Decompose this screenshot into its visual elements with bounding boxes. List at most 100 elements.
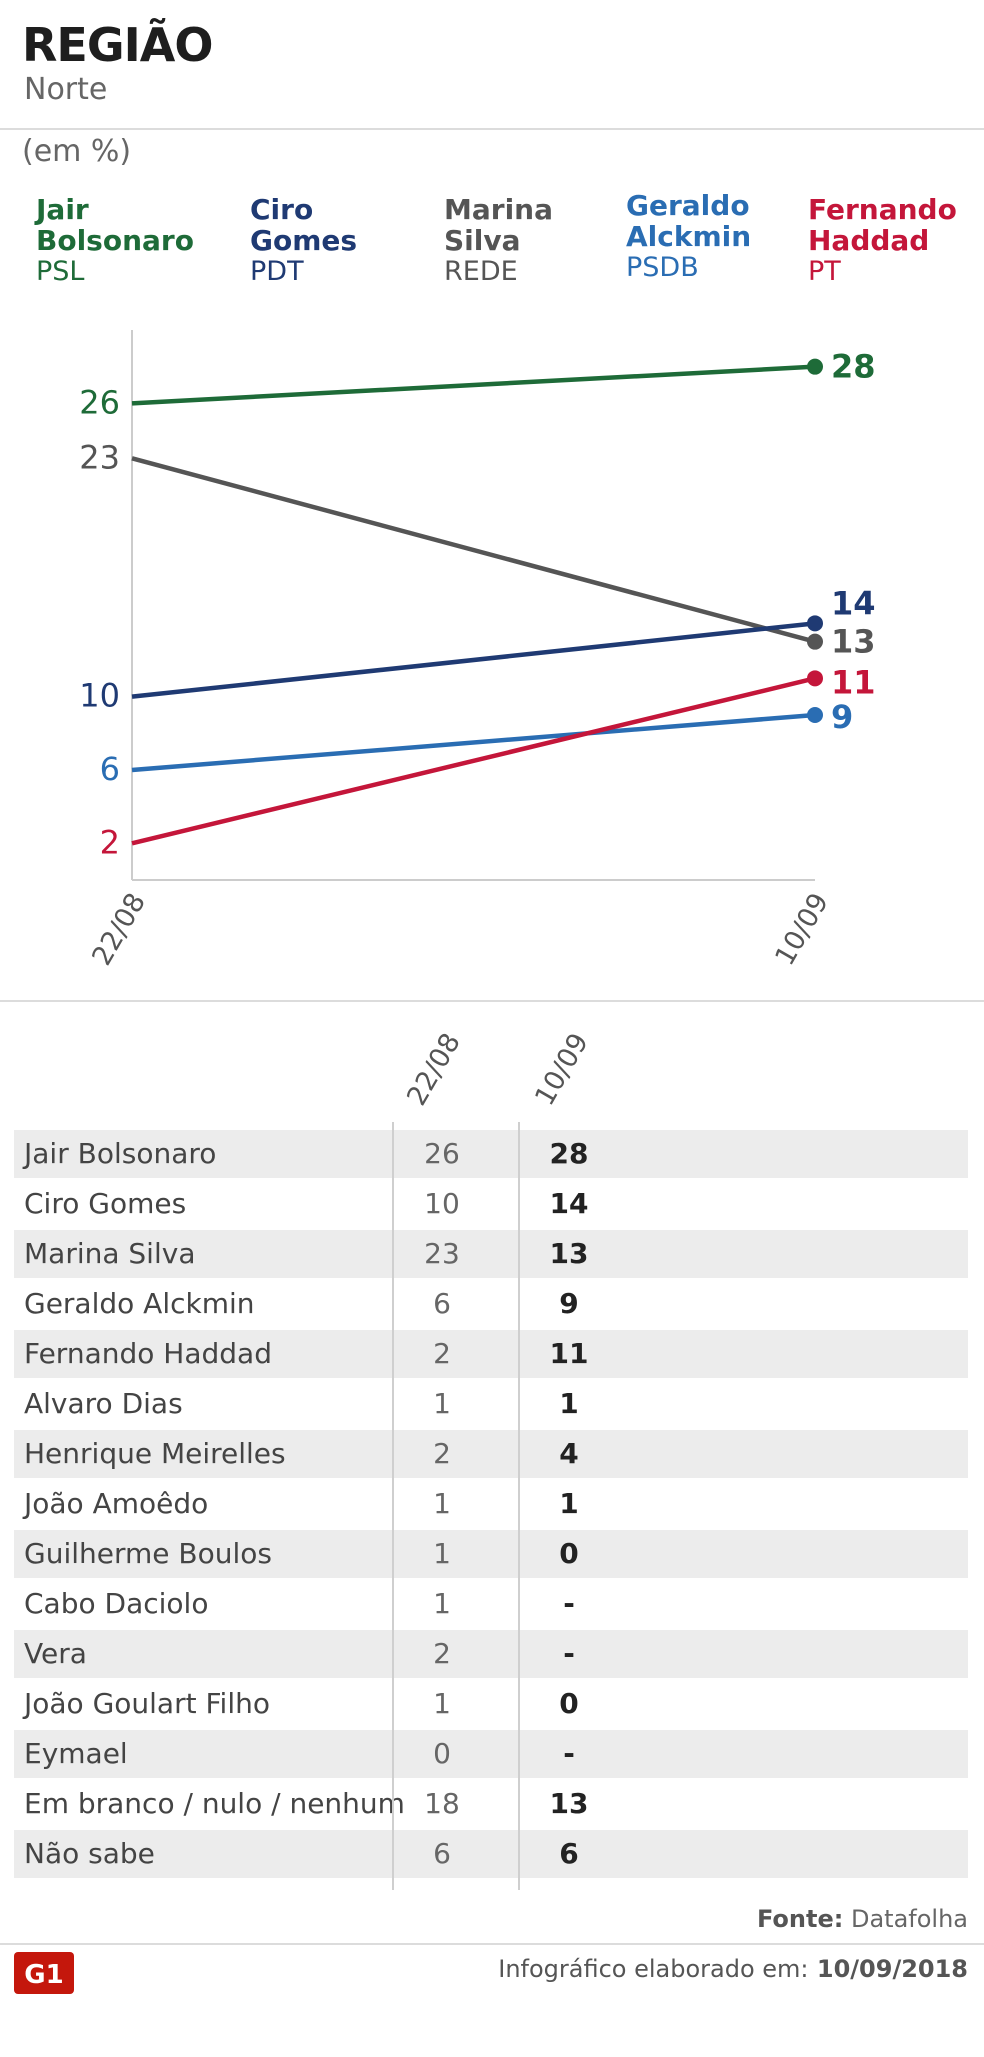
- row-name: Guilherme Boulos: [24, 1537, 272, 1570]
- legend-first-name: Jair: [36, 193, 89, 226]
- row-value-1009: 0: [559, 1537, 579, 1570]
- g1-logo-icon: G1: [14, 1952, 74, 1994]
- row-value-1009: 14: [549, 1187, 589, 1220]
- row-value-1009: 13: [549, 1237, 589, 1270]
- row-value-1009: 1: [559, 1387, 579, 1420]
- table-row: Fernando Haddad 2 11: [14, 1330, 968, 1378]
- credit-label: Infográfico elaborado em:: [498, 1955, 809, 1983]
- row-name: Ciro Gomes: [24, 1187, 187, 1220]
- legend-party: PSL: [36, 256, 85, 287]
- row-name: Não sabe: [24, 1837, 155, 1870]
- legend-item-alckmin: Geraldo Alckmin PSDB: [626, 190, 766, 283]
- series-line: [131, 676, 816, 846]
- row-value-2208: 10: [424, 1187, 460, 1220]
- row-name: Eymael: [24, 1737, 128, 1770]
- series-end-point: [807, 615, 823, 632]
- row-name: Fernando Haddad: [24, 1337, 272, 1370]
- row-value-1009: 9: [559, 1287, 579, 1320]
- divider: [0, 1943, 984, 1945]
- row-value-1009: 11: [549, 1337, 589, 1370]
- row-value-2208: 1: [433, 1487, 451, 1520]
- row-value-1009: 4: [559, 1437, 579, 1470]
- page-subtitle: Norte: [24, 72, 108, 107]
- row-value-1009: 13: [549, 1787, 589, 1820]
- legend-party: PT: [808, 256, 841, 287]
- page-title: REGIÃO: [22, 18, 213, 72]
- legend-item-bolsonaro: Jair Bolsonaro PSL: [36, 193, 194, 287]
- row-value-2208: 23: [424, 1237, 460, 1270]
- start-value-label: 23: [79, 438, 120, 476]
- legend-first-name: Marina: [444, 193, 553, 226]
- row-value-2208: 2: [433, 1637, 451, 1670]
- row-name: João Goulart Filho: [24, 1687, 270, 1720]
- row-value-2208: 1: [433, 1587, 451, 1620]
- row-value-2208: 0: [433, 1737, 451, 1770]
- start-value-label: 2: [100, 823, 120, 861]
- row-name: Henrique Meirelles: [24, 1437, 286, 1470]
- row-value-2208: 1: [433, 1387, 451, 1420]
- end-value-label: 11: [831, 663, 876, 701]
- table-row: João Amoêdo 1 1: [14, 1480, 968, 1528]
- table-column-divider: [518, 1122, 520, 1890]
- row-value-2208: 1: [433, 1537, 451, 1570]
- logo-text: G1: [24, 1960, 63, 1990]
- legend-last-name: Silva: [444, 224, 521, 257]
- table-row: João Goulart Filho 1 0: [14, 1680, 968, 1728]
- table-row: Em branco / nulo / nenhum 18 13: [14, 1780, 968, 1828]
- end-value-label: 28: [831, 348, 876, 386]
- series-end-point: [807, 707, 823, 723]
- x-tick-label: 22/08: [86, 888, 152, 971]
- series-line: [131, 364, 816, 406]
- row-value-2208: 6: [433, 1287, 451, 1320]
- table-row: Jair Bolsonaro 26 28: [14, 1130, 968, 1178]
- end-value-label: 13: [831, 623, 876, 661]
- series-line: [131, 456, 816, 644]
- table-column-divider: [392, 1122, 394, 1890]
- legend-party: PSDB: [626, 252, 699, 283]
- legend-last-name: Haddad: [808, 224, 930, 257]
- table-row: Henrique Meirelles 2 4: [14, 1430, 968, 1478]
- row-name: Marina Silva: [24, 1237, 196, 1270]
- table-header-date-2: 10/09: [529, 1028, 595, 1111]
- line-chart: 22/08 10/09 26 28 23 13 10 14 6 9 2 11: [79, 330, 876, 971]
- start-value-label: 6: [100, 750, 120, 788]
- legend-last-name: Bolsonaro: [36, 224, 194, 257]
- row-value-1009: 28: [549, 1137, 589, 1170]
- table-row: Alvaro Dias 1 1: [14, 1380, 968, 1428]
- source-name: Datafolha: [850, 1905, 968, 1933]
- row-value-1009: 6: [559, 1837, 579, 1870]
- series-end-point: [807, 358, 823, 375]
- legend-item-ciro: Ciro Gomes PDT: [250, 194, 390, 287]
- row-value-2208: 2: [433, 1437, 451, 1470]
- table-row: Marina Silva 23 13: [14, 1230, 968, 1278]
- row-value-1009: 0: [559, 1687, 579, 1720]
- series-line: [131, 621, 816, 699]
- row-name: Cabo Daciolo: [24, 1587, 209, 1620]
- legend-first-name: Geraldo: [626, 189, 750, 222]
- start-value-label: 10: [79, 677, 120, 715]
- divider: [0, 1000, 984, 1002]
- row-value-2208: 2: [433, 1337, 451, 1370]
- row-value-2208: 18: [424, 1787, 460, 1820]
- row-name: Geraldo Alckmin: [24, 1287, 255, 1320]
- row-name: Em branco / nulo / nenhum: [24, 1787, 405, 1820]
- divider: [0, 128, 984, 130]
- row-value-1009: -: [563, 1587, 575, 1620]
- row-value-2208: 6: [433, 1837, 451, 1870]
- source-label: Fonte:: [756, 1905, 844, 1933]
- credit-date: 10/09/2018: [816, 1955, 968, 1983]
- row-value-1009: -: [563, 1737, 575, 1770]
- credit-note: Infográfico elaborado em: 10/09/2018: [498, 1955, 968, 1983]
- table-row: Geraldo Alckmin 6 9: [14, 1280, 968, 1328]
- table-header-date-1: 22/08: [401, 1028, 467, 1111]
- table-row: Cabo Daciolo 1 -: [14, 1580, 968, 1628]
- legend-item-haddad: Fernando Haddad PT: [808, 193, 957, 287]
- row-name: Alvaro Dias: [24, 1387, 183, 1420]
- series-line: [131, 712, 816, 773]
- row-name: João Amoêdo: [24, 1487, 209, 1520]
- legend-first-name: Fernando: [808, 193, 957, 226]
- legend-last-name: Gomes: [250, 224, 358, 257]
- legend-first-name: Ciro: [250, 193, 314, 226]
- table-row: Não sabe 6 6: [14, 1830, 968, 1878]
- series-end-point: [807, 670, 823, 687]
